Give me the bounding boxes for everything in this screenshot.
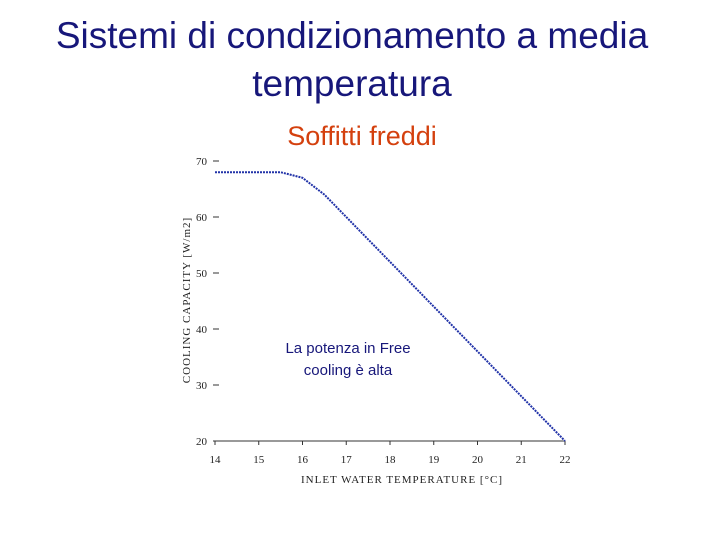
- slide-title: temperatura: [252, 63, 452, 104]
- x-tick-label: 17: [341, 454, 353, 466]
- data-line: [215, 171, 566, 442]
- x-tick-label: 21: [516, 454, 527, 466]
- x-tick-label: 15: [253, 454, 265, 466]
- subtitle: Soffitti freddi: [287, 121, 437, 151]
- y-tick-label: 40: [196, 324, 208, 336]
- x-tick-label: 19: [428, 454, 440, 466]
- y-tick-label: 70: [196, 156, 208, 168]
- x-axis-label: INLET WATER TEMPERATURE [°C]: [301, 474, 503, 486]
- x-tick-label: 14: [210, 454, 222, 466]
- x-tick-label: 20: [472, 454, 484, 466]
- annotation: cooling è alta: [304, 362, 393, 379]
- x-tick-label: 18: [385, 454, 397, 466]
- x-tick-label: 16: [297, 454, 309, 466]
- plot: 20 30 40 50 60 70 14 15 16 17 18 19 20 21 22: [196, 156, 571, 466]
- annotation: La potenza in Free: [285, 340, 410, 357]
- y-tick-label: 20: [196, 436, 208, 448]
- y-tick-label: 50: [196, 268, 208, 280]
- x-tick-label: 22: [560, 454, 571, 466]
- slide-title: Sistemi di condizionamento a media: [56, 15, 649, 56]
- y-tick-label: 30: [196, 380, 208, 392]
- y-tick-label: 60: [196, 212, 208, 224]
- y-axis-label: COOLING CAPACITY [W/m2]: [181, 217, 193, 383]
